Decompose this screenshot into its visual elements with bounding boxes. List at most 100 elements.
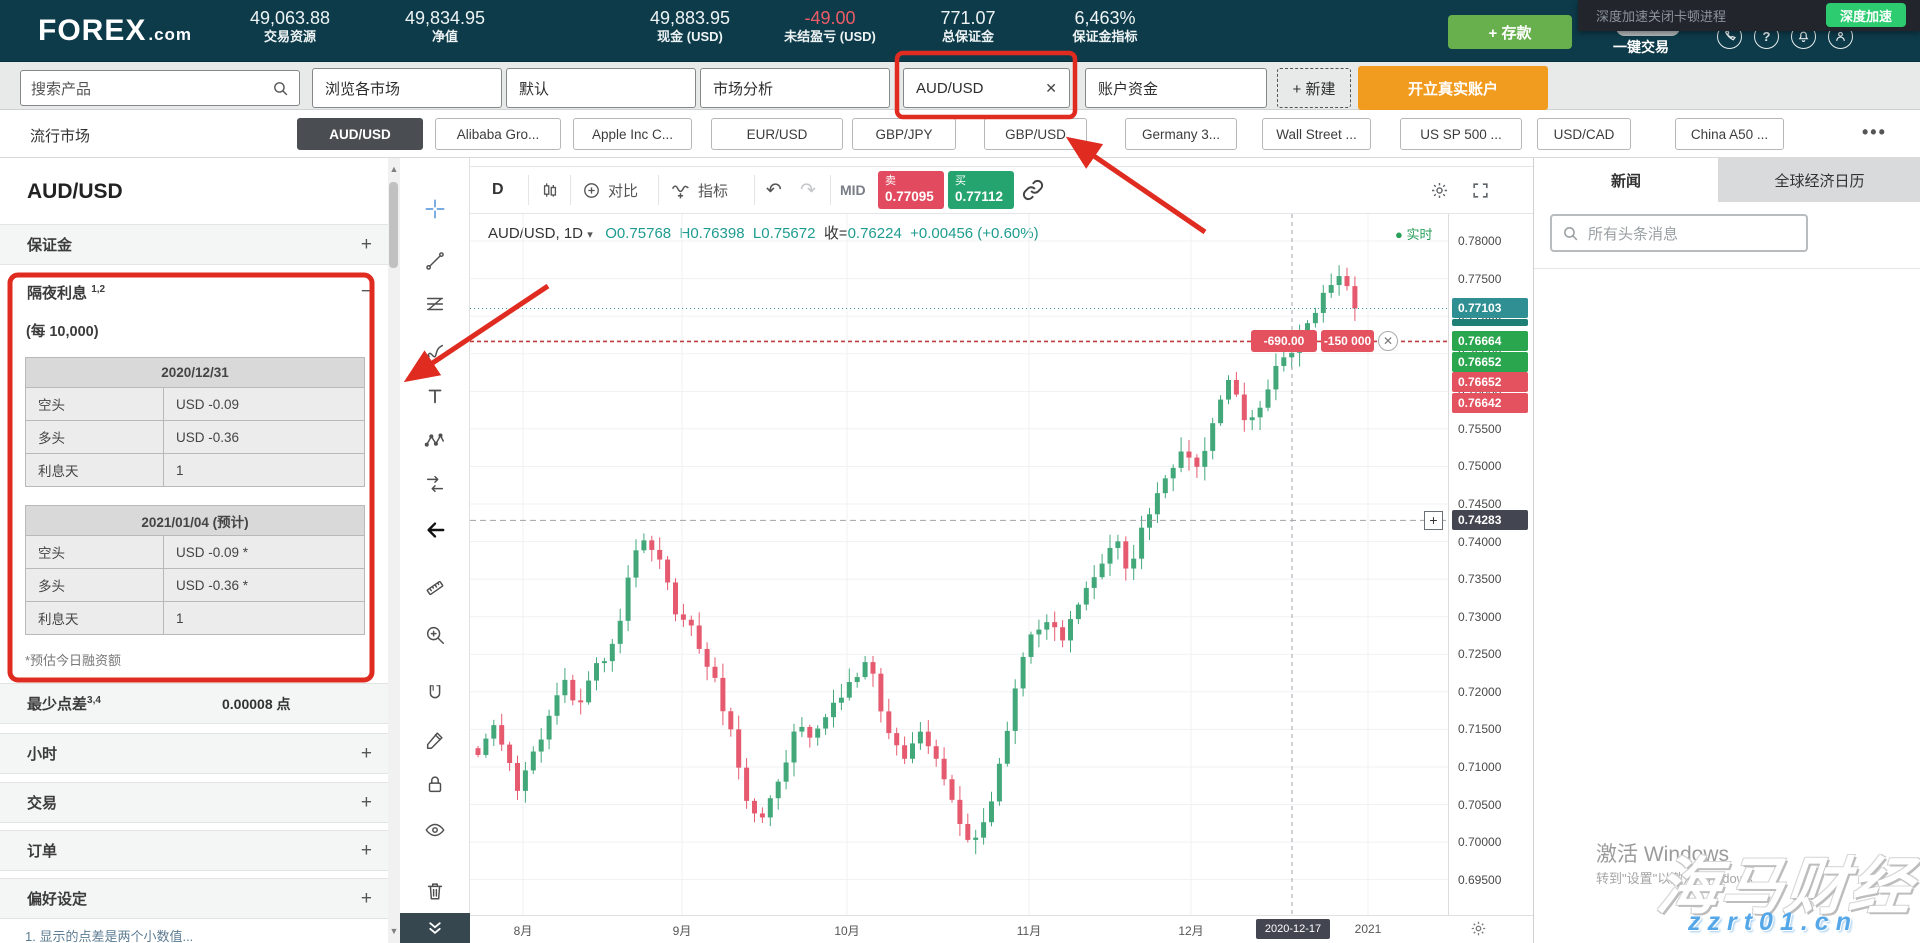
overnight-per-label: (每 10,000) <box>26 324 99 340</box>
forex-logo[interactable]: FOREX .com <box>38 14 192 48</box>
search-icon <box>274 81 288 95</box>
zoom-in-icon[interactable] <box>413 616 457 654</box>
workspace-tab-1[interactable]: 默认 <box>506 68 696 108</box>
news-search-placeholder: 所有头条消息 <box>1588 225 1679 243</box>
candle-style-button[interactable] <box>540 167 560 213</box>
watchlist-chip[interactable]: GBP/USD <box>984 118 1087 150</box>
table-row: 空头 USD -0.09 <box>25 387 365 421</box>
fib-retracement-icon[interactable] <box>413 285 457 323</box>
section-row-2[interactable]: 订单 + <box>0 830 388 871</box>
sell-button[interactable]: 卖 0.77095 <box>878 171 944 209</box>
expand-plus-icon[interactable]: + <box>360 791 372 813</box>
scrollbar-thumb[interactable] <box>389 182 398 268</box>
tab-news[interactable]: 新闻 <box>1534 158 1718 202</box>
arrow-marker-icon[interactable] <box>413 511 457 549</box>
forecast-icon[interactable] <box>413 465 457 503</box>
brush-icon[interactable] <box>413 332 457 370</box>
margin-label: 保证金 <box>27 237 73 254</box>
more-tools-button[interactable] <box>400 913 470 943</box>
mid-mode-label[interactable]: MID <box>840 182 866 198</box>
watchlist-chip[interactable]: EUR/USD <box>711 118 843 150</box>
scroll-down-icon[interactable]: ▼ <box>389 926 399 936</box>
new-tab-button[interactable]: + 新建 <box>1277 68 1351 108</box>
watchlist-chip[interactable]: Alibaba Gro... <box>435 118 561 150</box>
news-search-input[interactable]: 所有头条消息 <box>1550 214 1808 252</box>
watchlist-chip[interactable]: Germany 3... <box>1125 118 1237 150</box>
expand-plus-icon[interactable]: + <box>360 233 372 255</box>
ruler-icon[interactable] <box>413 569 457 607</box>
open-live-account-button[interactable]: 开立真实账户 <box>1358 66 1548 110</box>
deposit-button[interactable]: + 存款 <box>1448 15 1572 49</box>
buy-button[interactable]: 买 0.77112 <box>948 171 1014 209</box>
account-stat: 49,834.95 净值 <box>360 8 530 45</box>
interval-button[interactable]: D <box>492 181 504 198</box>
watchlist-chip[interactable]: US SP 500 ... <box>1400 118 1522 150</box>
scroll-up-icon[interactable]: ▲ <box>389 164 399 174</box>
account-stat: 49,063.88 交易资源 <box>205 8 375 45</box>
candlestick-plot[interactable] <box>470 214 1448 915</box>
margin-section-row[interactable]: 保证金 + <box>0 224 388 265</box>
redo-button[interactable]: ↷ <box>800 179 816 201</box>
workspace-tab-0[interactable]: 浏览各市场 <box>312 68 502 108</box>
price-tick: 0.69500 <box>1458 872 1502 887</box>
lock-icon[interactable] <box>413 765 457 803</box>
text-icon[interactable] <box>413 377 457 415</box>
product-search-input[interactable]: 搜索产品 <box>20 70 300 106</box>
indicators-button[interactable]: 指标 <box>670 167 728 213</box>
trend-line-icon[interactable] <box>413 242 457 280</box>
collapse-minus-icon[interactable]: − <box>360 281 372 302</box>
price-axis[interactable]: 0.780000.775000.770000.765000.760000.755… <box>1448 214 1533 915</box>
add-order-plus-icon[interactable]: + <box>1424 511 1443 530</box>
section-row-1[interactable]: 交易 + <box>0 782 388 823</box>
overnight-section-row[interactable]: 隔夜利息 1,2 − <box>0 272 388 312</box>
eye-icon[interactable] <box>413 811 457 849</box>
watchlist-chip[interactable]: AUD/USD <box>297 118 423 150</box>
xabcd-pattern-icon[interactable] <box>413 422 457 460</box>
fullscreen-icon[interactable] <box>1471 181 1490 200</box>
magnet-icon[interactable] <box>413 675 457 713</box>
expand-plus-icon[interactable]: + <box>360 839 372 861</box>
watchlist-chip[interactable]: China A50 ... <box>1675 118 1784 150</box>
price-tick: 0.71500 <box>1458 722 1502 737</box>
axis-settings-gear-icon[interactable] <box>1470 920 1487 937</box>
min-spread-row: 最少点差3,4 0.00008 点 <box>0 683 388 724</box>
watchlist-title: 流行市场 <box>30 128 91 145</box>
workspace-tab-4[interactable]: 账户资金 <box>1085 68 1267 108</box>
watchlist-chip[interactable]: GBP/JPY <box>852 118 956 150</box>
remove-icon[interactable] <box>413 872 457 910</box>
link-icon[interactable] <box>1022 167 1044 213</box>
close-position-icon[interactable]: ✕ <box>1378 331 1398 351</box>
price-tick: 0.77500 <box>1458 271 1502 286</box>
stat-label: 保证金指标 <box>1072 29 1138 44</box>
stat-value: 49,834.95 <box>404 8 486 28</box>
workspace-tab-2[interactable]: 市场分析 <box>700 68 890 108</box>
drawing-icon[interactable] <box>413 721 457 759</box>
stat-label: 总保证金 <box>941 29 994 44</box>
undo-button[interactable]: ↶ <box>766 179 782 201</box>
time-axis[interactable]: 2020-12-17 8月 9月 10月 11月 12月 2021 <box>470 915 1533 943</box>
chart-symbol-label[interactable]: AUD/USD, 1D <box>488 225 584 242</box>
tab-economic-calendar[interactable]: 全球经济日历 <box>1718 158 1920 202</box>
price-tick: 0.75000 <box>1458 459 1502 474</box>
position-size-tag: -150 000 <box>1321 330 1374 352</box>
search-placeholder: 搜索产品 <box>31 80 92 98</box>
section-row-0[interactable]: 小时 + <box>0 733 388 774</box>
watchlist-chip[interactable]: Wall Street ... <box>1262 118 1371 150</box>
close-tab-icon[interactable]: ✕ <box>1045 79 1057 96</box>
expand-plus-icon[interactable]: + <box>360 742 372 764</box>
crosshair-icon[interactable] <box>413 190 457 228</box>
logo-text: FOREX <box>38 14 147 47</box>
expand-plus-icon[interactable]: + <box>360 887 372 909</box>
watchlist-chip[interactable]: Apple Inc C... <box>573 118 692 150</box>
compare-button[interactable]: 对比 <box>582 167 638 213</box>
top-header: FOREX .com 49,063.88 交易资源 49,834.95 净值 49,883… <box>0 0 1920 62</box>
table-row: 多头 USD -0.36 <box>25 420 365 454</box>
section-row-3[interactable]: 偏好设定 + <box>0 878 388 919</box>
chart-settings-gear-icon[interactable] <box>1430 181 1449 200</box>
watchlist-chip[interactable]: USD/CAD <box>1537 118 1631 150</box>
workspace-tab-3[interactable]: AUD/USD ✕ <box>903 68 1070 108</box>
sidebar-scrollbar[interactable]: ▲ ▼ <box>388 158 400 943</box>
price-tick: 0.71000 <box>1458 759 1502 774</box>
watchlist-more-button[interactable]: ••• <box>1862 122 1887 142</box>
accelerate-button[interactable]: 深度加速 <box>1825 3 1906 27</box>
